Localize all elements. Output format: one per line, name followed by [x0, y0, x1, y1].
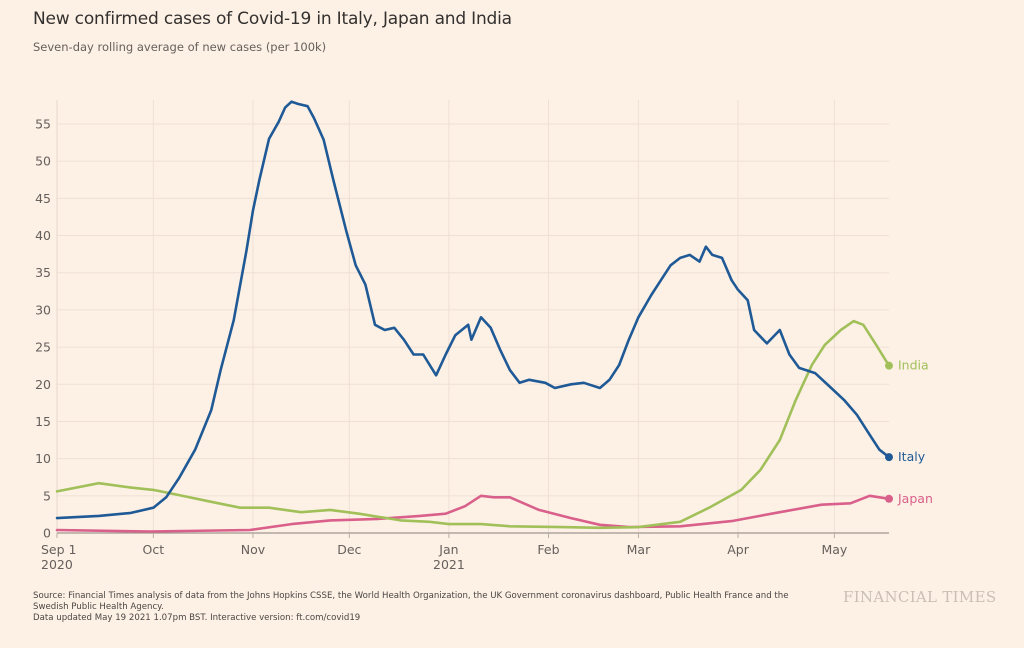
- end-marker-japan: [885, 494, 893, 503]
- source-note: Source: Financial Times analysis of data…: [33, 591, 823, 624]
- y-tick-label: 45: [35, 191, 51, 206]
- x-tick-label: Feb: [537, 542, 559, 557]
- series-label-india: India: [898, 358, 929, 373]
- financial-times-logo: FINANCIAL TIMES: [843, 588, 997, 606]
- x-tick-label: Nov: [241, 542, 266, 557]
- x-tick-label: Sep 1: [41, 542, 77, 557]
- source-line-1: Source: Financial Times analysis of data…: [33, 591, 789, 601]
- end-marker-india: [885, 361, 893, 370]
- end-marker-italy: [885, 453, 893, 462]
- y-tick-label: 35: [35, 265, 51, 280]
- series-line-italy: [55, 100, 891, 520]
- series-label-italy: Italy: [898, 449, 926, 464]
- series-label-japan: Japan: [897, 491, 933, 506]
- series-labels: Japan India Italy: [885, 358, 933, 506]
- y-tick-label: 50: [35, 154, 51, 169]
- y-tick-label: 15: [35, 414, 51, 429]
- series-line-india: [55, 319, 891, 530]
- y-tick-label: 5: [43, 488, 51, 503]
- x-tick-label: Apr: [727, 542, 749, 557]
- x-tick-label: Jan: [438, 542, 458, 557]
- y-tick-label: 55: [35, 117, 51, 132]
- chart-subtitle: Seven-day rolling average of new cases (…: [33, 40, 327, 54]
- y-tick-label: 40: [35, 228, 51, 243]
- x-tick-label: Mar: [627, 542, 651, 557]
- x-tick-label: May: [821, 542, 847, 557]
- x-tick-label: Oct: [143, 542, 165, 557]
- series-line-japan: [55, 494, 891, 533]
- y-tick-label: 25: [35, 340, 51, 355]
- chart-title: New confirmed cases of Covid-19 in Italy…: [33, 9, 512, 29]
- x-tick-label: Dec: [337, 542, 361, 557]
- data-updated: Data updated May 19 2021 1.07pm BST. Int…: [33, 613, 361, 623]
- x-tick-year-label: 2020: [41, 557, 73, 572]
- y-tick-label: 0: [43, 526, 51, 541]
- y-axis: 0 5 10 15 20 25 30 35 40 45 50 55: [35, 117, 51, 541]
- grid: [56, 100, 889, 534]
- y-tick-label: 10: [35, 451, 51, 466]
- y-tick-label: 30: [35, 302, 51, 317]
- series-lines: [55, 100, 891, 533]
- y-tick-label: 20: [35, 377, 51, 392]
- source-line-2: Swedish Public Health Agency.: [33, 602, 164, 612]
- x-tick-year-label: 2021: [433, 557, 465, 572]
